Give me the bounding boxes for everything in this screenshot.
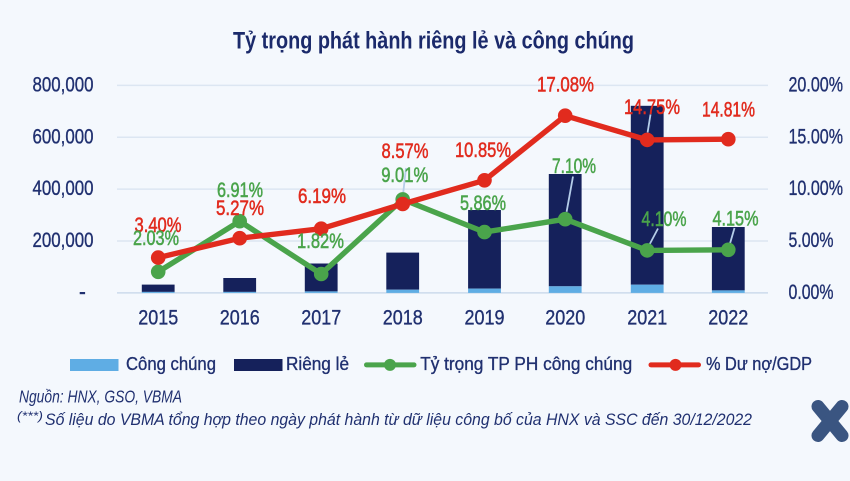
svg-text:Nguồn: HNX, GSO, VBMA: Nguồn: HNX, GSO, VBMA: [19, 387, 182, 407]
svg-text:14.75%: 14.75%: [624, 96, 680, 119]
svg-text:2015: 2015: [138, 306, 178, 329]
svg-text:5.00%: 5.00%: [789, 229, 834, 252]
svg-text:9.01%: 9.01%: [381, 164, 428, 187]
svg-text:2.03%: 2.03%: [133, 227, 179, 250]
svg-text:1.82%: 1.82%: [297, 230, 344, 253]
svg-text:7.10%: 7.10%: [552, 155, 596, 178]
svg-text:2019: 2019: [465, 306, 505, 329]
svg-text:(***): (***): [17, 411, 43, 423]
svg-text:800,000: 800,000: [33, 74, 94, 97]
svg-text:20.00%: 20.00%: [789, 74, 844, 97]
svg-text:400,000: 400,000: [33, 177, 94, 200]
svg-text:Riêng lẻ: Riêng lẻ: [286, 353, 349, 374]
svg-text:5.86%: 5.86%: [460, 192, 506, 215]
svg-text:6.19%: 6.19%: [298, 185, 346, 208]
svg-text:2022: 2022: [708, 306, 748, 329]
svg-text:200,000: 200,000: [33, 229, 94, 252]
svg-text:2021: 2021: [627, 306, 667, 329]
svg-text:15.00%: 15.00%: [789, 125, 844, 148]
svg-text:2016: 2016: [220, 306, 260, 329]
svg-text:600,000: 600,000: [33, 125, 94, 148]
svg-text:10.85%: 10.85%: [455, 139, 511, 162]
svg-text:Tỷ trọng TP PH công chúng: Tỷ trọng TP PH công chúng: [420, 353, 632, 374]
svg-text:2017: 2017: [301, 306, 341, 329]
svg-text:Số liệu do VBMA tổng hợp theo: Số liệu do VBMA tổng hợp theo ngày phát …: [45, 411, 752, 429]
svg-text:8.57%: 8.57%: [382, 140, 429, 163]
svg-text:4.10%: 4.10%: [642, 208, 687, 231]
svg-text:Công chúng: Công chúng: [126, 353, 216, 374]
svg-text:% Dư nợ/GDP: % Dư nợ/GDP: [706, 353, 812, 374]
svg-text:3.40%: 3.40%: [135, 214, 182, 237]
svg-text:Tỷ trọng phát hành riêng lẻ và: Tỷ trọng phát hành riêng lẻ và công chún…: [233, 28, 634, 55]
svg-text:6.91%: 6.91%: [217, 179, 263, 202]
svg-text:4.15%: 4.15%: [713, 208, 759, 231]
svg-text:14.81%: 14.81%: [702, 99, 755, 122]
svg-text:0.00%: 0.00%: [789, 281, 834, 304]
svg-text:10.00%: 10.00%: [789, 177, 844, 200]
svg-text:2020: 2020: [545, 306, 585, 329]
svg-text:2018: 2018: [383, 306, 423, 329]
svg-text:5.27%: 5.27%: [216, 197, 264, 220]
svg-text:17.08%: 17.08%: [537, 74, 594, 97]
